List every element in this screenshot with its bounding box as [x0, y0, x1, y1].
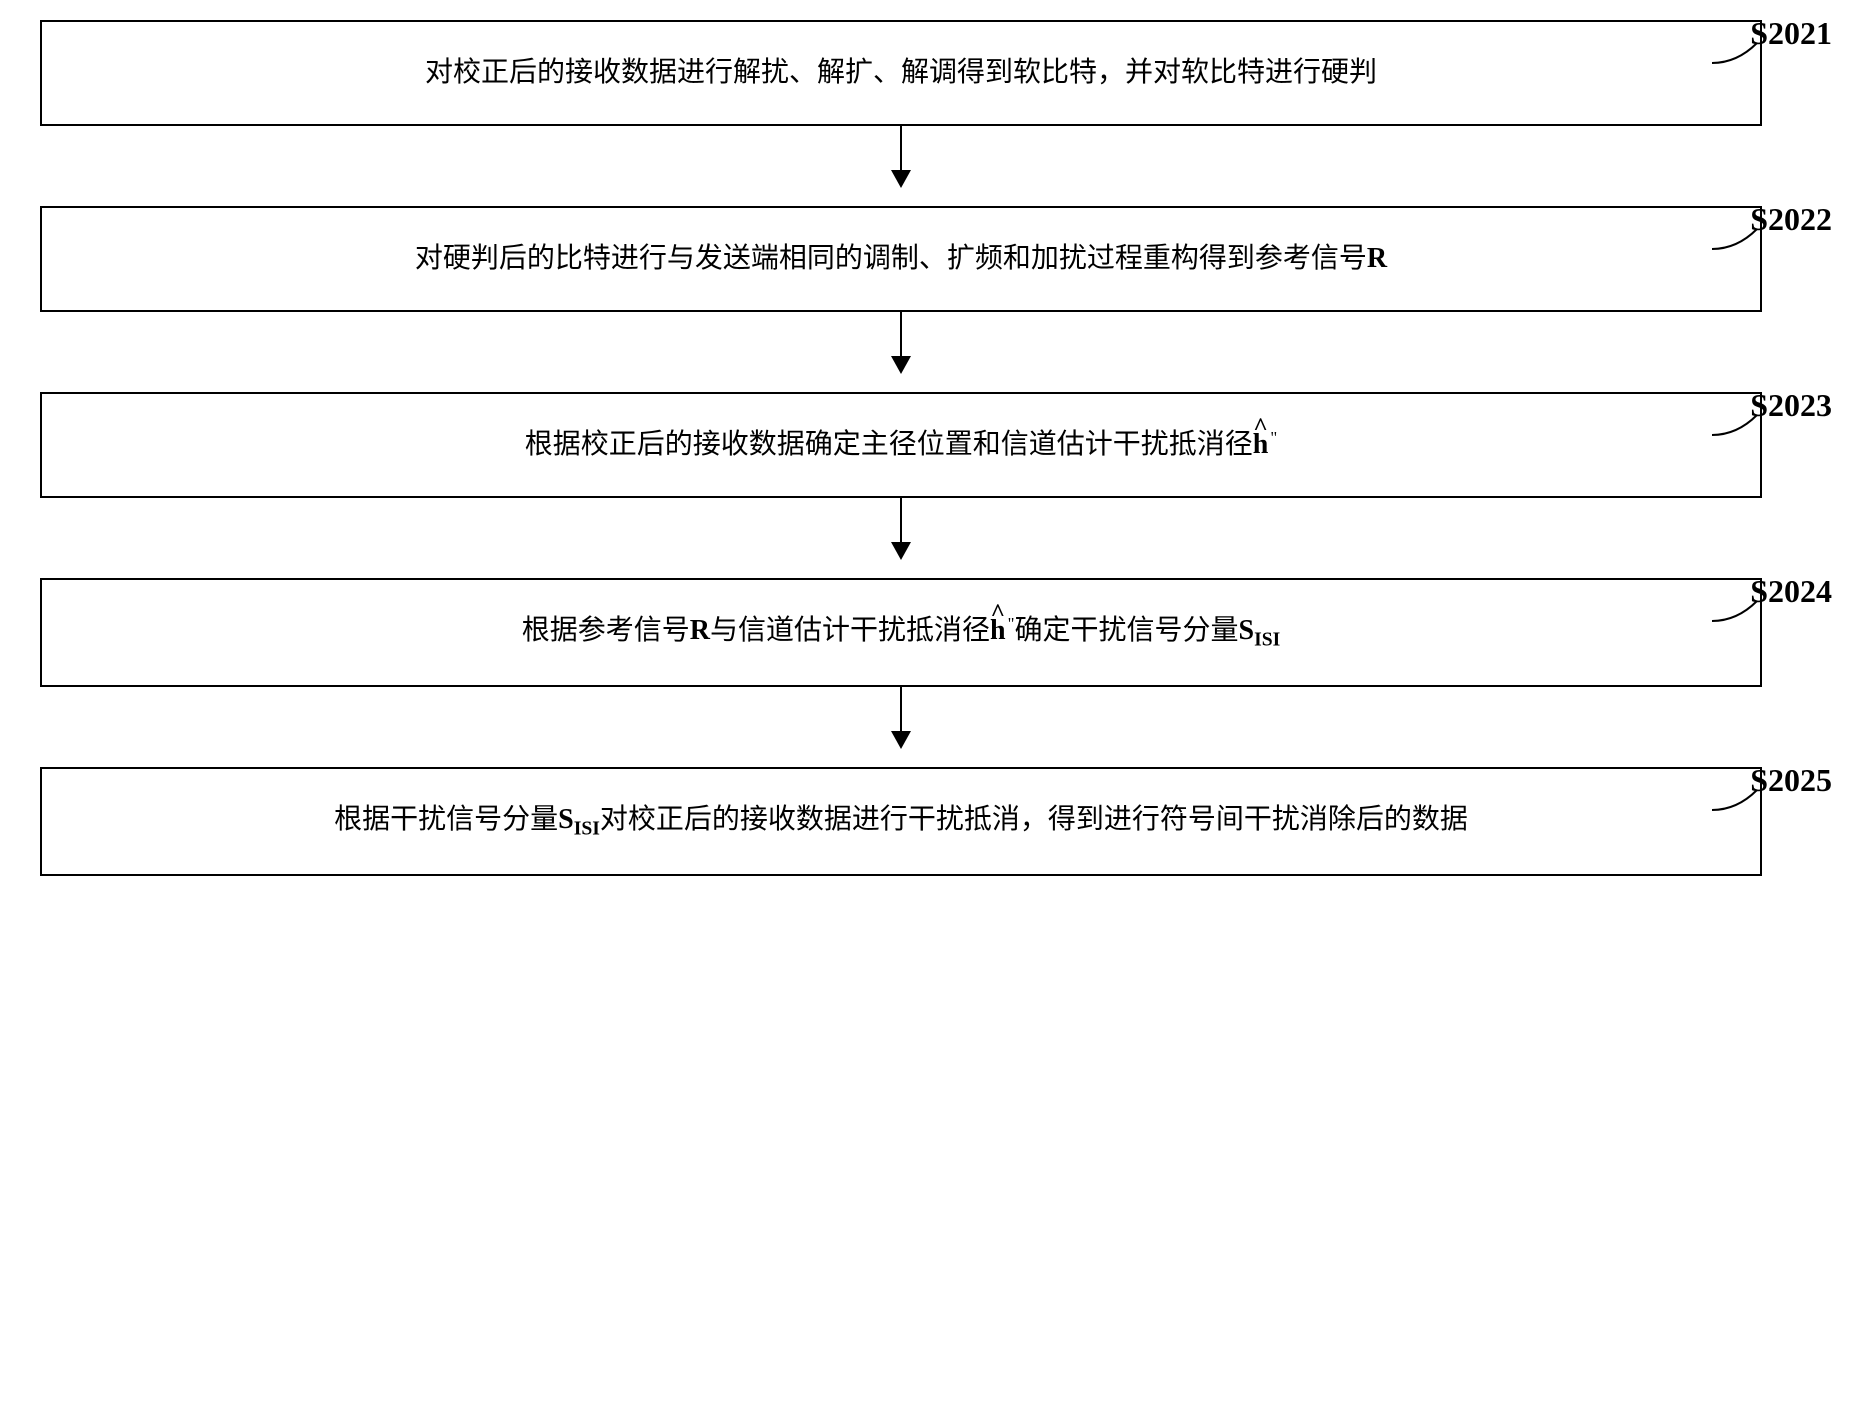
step-label-s2023: S2023 [1750, 387, 1832, 424]
step-row-s2021: 对校正后的接收数据进行解扰、解扩、解调得到软比特，并对软比特进行硬判 S2021 [40, 20, 1822, 126]
step-text-s2021: 对校正后的接收数据进行解扰、解扩、解调得到软比特，并对软比特进行硬判 [425, 52, 1377, 94]
step-box-s2022: 对硬判后的比特进行与发送端相同的调制、扩频和加扰过程重构得到参考信号R [40, 206, 1762, 312]
step-text-s2024: 根据参考信号R与信道估计干扰抵消径h"确定干扰信号分量SISI [522, 610, 1280, 655]
arrow-head-3 [891, 542, 911, 560]
arrow-line-3 [900, 498, 902, 558]
step-text-s2022: 对硬判后的比特进行与发送端相同的调制、扩频和加扰过程重构得到参考信号R [415, 238, 1387, 280]
step-box-s2023: 根据校正后的接收数据确定主径位置和信道估计干扰抵消径h" [40, 392, 1762, 498]
arrow-head-1 [891, 170, 911, 188]
step-label-s2021: S2021 [1750, 15, 1832, 52]
step-text-s2025: 根据干扰信号分量SISI对校正后的接收数据进行干扰抵消，得到进行符号间干扰消除后… [334, 799, 1468, 844]
step-box-s2025: 根据干扰信号分量SISI对校正后的接收数据进行干扰抵消，得到进行符号间干扰消除后… [40, 767, 1762, 876]
arrow-2 [40, 312, 1822, 392]
step-box-s2021: 对校正后的接收数据进行解扰、解扩、解调得到软比特，并对软比特进行硬判 [40, 20, 1762, 126]
arrow-line-2 [900, 312, 902, 372]
arrow-3 [40, 498, 1822, 578]
step-box-s2024: 根据参考信号R与信道估计干扰抵消径h"确定干扰信号分量SISI [40, 578, 1762, 687]
step-row-s2024: 根据参考信号R与信道估计干扰抵消径h"确定干扰信号分量SISI S2024 [40, 578, 1822, 687]
arrow-line-1 [900, 126, 902, 186]
arrow-4 [40, 687, 1822, 767]
step-row-s2023: 根据校正后的接收数据确定主径位置和信道估计干扰抵消径h" S2023 [40, 392, 1822, 498]
step-label-s2022: S2022 [1750, 201, 1832, 238]
arrow-1 [40, 126, 1822, 206]
step-label-s2024: S2024 [1750, 573, 1832, 610]
step-row-s2025: 根据干扰信号分量SISI对校正后的接收数据进行干扰抵消，得到进行符号间干扰消除后… [40, 767, 1822, 876]
arrow-head-4 [891, 731, 911, 749]
arrow-line-4 [900, 687, 902, 747]
flowchart-container: 对校正后的接收数据进行解扰、解扩、解调得到软比特，并对软比特进行硬判 S2021… [20, 20, 1842, 876]
step-label-s2025: S2025 [1750, 762, 1832, 799]
step-text-s2023: 根据校正后的接收数据确定主径位置和信道估计干扰抵消径h" [525, 424, 1277, 466]
step-row-s2022: 对硬判后的比特进行与发送端相同的调制、扩频和加扰过程重构得到参考信号R S202… [40, 206, 1822, 312]
arrow-head-2 [891, 356, 911, 374]
